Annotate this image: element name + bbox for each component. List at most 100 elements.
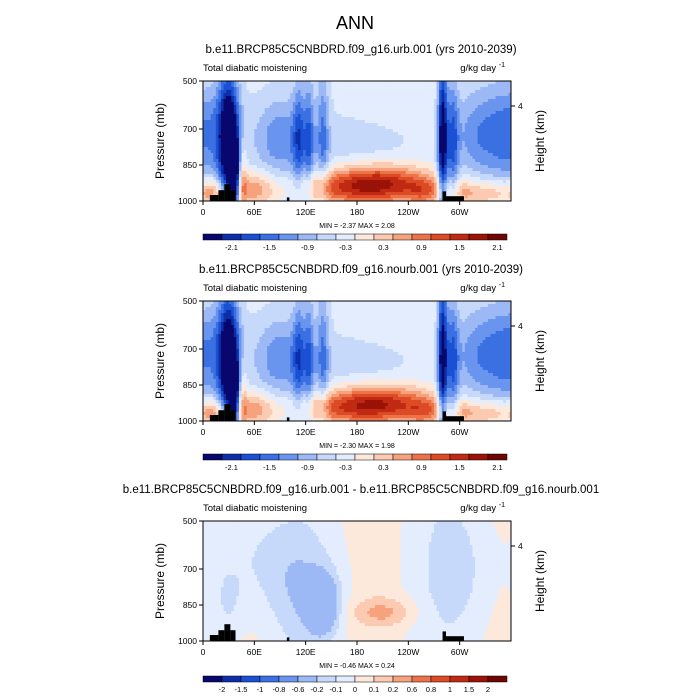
heatmap-cell bbox=[444, 162, 448, 166]
heatmap-cell bbox=[372, 108, 376, 112]
heatmap-cell bbox=[205, 334, 209, 338]
heatmap-cell bbox=[490, 159, 494, 163]
heatmap-cell bbox=[280, 183, 283, 187]
heatmap-cell bbox=[313, 147, 317, 151]
heatmap-cell bbox=[236, 156, 240, 160]
heatmap-cell bbox=[503, 180, 507, 184]
heatmap-cell bbox=[439, 123, 443, 127]
heatmap-cell bbox=[228, 87, 232, 91]
heatmap-cell bbox=[290, 192, 294, 196]
heatmap-cell bbox=[318, 162, 322, 166]
heatmap-cell bbox=[318, 126, 322, 130]
heatmap-cell bbox=[203, 382, 206, 386]
heatmap-cell bbox=[449, 93, 453, 97]
heatmap-cell bbox=[295, 174, 299, 178]
heatmap-cell bbox=[426, 165, 430, 169]
heatmap-cell bbox=[292, 198, 296, 202]
heatmap-cell bbox=[339, 189, 342, 193]
heatmap-cell bbox=[382, 171, 386, 175]
heatmap-cell bbox=[208, 340, 212, 344]
heatmap-cell bbox=[223, 147, 227, 151]
heatmap-cell bbox=[203, 117, 206, 121]
heatmap-cell bbox=[469, 189, 473, 193]
heatmap-cell bbox=[339, 108, 342, 112]
heatmap-cell bbox=[418, 165, 422, 169]
heatmap-cell bbox=[354, 105, 358, 109]
heatmap-cell bbox=[374, 195, 378, 199]
heatmap-cell bbox=[208, 304, 212, 308]
heatmap-cell bbox=[382, 165, 386, 169]
heatmap-cell bbox=[480, 174, 484, 178]
heatmap-cell bbox=[418, 117, 422, 121]
heatmap-cell bbox=[254, 195, 258, 199]
heatmap-cell bbox=[213, 186, 217, 190]
heatmap-cell bbox=[495, 93, 499, 97]
heatmap-cell bbox=[208, 156, 212, 160]
heatmap-cell bbox=[439, 165, 443, 169]
heatmap-cell bbox=[500, 108, 504, 112]
heatmap-cell bbox=[382, 132, 386, 136]
heatmap-cell bbox=[408, 165, 412, 169]
heatmap-cell bbox=[477, 174, 481, 178]
heatmap-cell bbox=[380, 132, 384, 136]
heatmap-cell bbox=[308, 108, 312, 112]
heatmap-cell bbox=[339, 117, 342, 121]
heatmap-cell bbox=[392, 180, 396, 184]
heatmap-cell bbox=[208, 418, 212, 422]
heatmap-cell bbox=[238, 129, 242, 133]
heatmap-cell bbox=[392, 90, 396, 94]
heatmap-cell bbox=[295, 162, 299, 166]
heatmap-cell bbox=[333, 156, 337, 160]
heatmap-cell bbox=[246, 105, 250, 109]
heatmap-cell bbox=[498, 84, 502, 88]
heatmap-cell bbox=[341, 129, 345, 133]
heatmap-cell bbox=[395, 162, 399, 166]
heatmap-cell bbox=[500, 132, 504, 136]
heatmap-cell bbox=[500, 120, 504, 124]
heatmap-cell bbox=[498, 168, 502, 172]
heatmap-cell bbox=[333, 129, 337, 133]
heatmap-cell bbox=[328, 144, 332, 148]
heatmap-cell bbox=[469, 135, 473, 139]
heatmap-cell bbox=[264, 189, 268, 193]
heatmap-cell bbox=[485, 174, 489, 178]
heatmap-cell bbox=[444, 174, 448, 178]
heatmap-cell bbox=[208, 195, 212, 199]
heatmap-cell bbox=[423, 189, 427, 193]
heatmap-cell bbox=[475, 165, 479, 169]
heatmap-cell bbox=[223, 114, 227, 118]
heatmap-cell bbox=[495, 126, 499, 130]
heatmap-cell bbox=[208, 150, 212, 154]
heatmap-cell bbox=[238, 108, 242, 112]
heatmap-cell bbox=[339, 159, 342, 163]
heatmap-cell bbox=[449, 186, 453, 190]
heatmap-cell bbox=[344, 120, 348, 124]
heatmap-cell bbox=[308, 93, 312, 97]
heatmap-cell bbox=[205, 316, 209, 320]
colorbar-swatch bbox=[278, 233, 299, 241]
heatmap-cell bbox=[454, 174, 458, 178]
heatmap-cell bbox=[267, 150, 271, 154]
heatmap-cell bbox=[354, 156, 358, 160]
heatmap-cell bbox=[380, 171, 384, 175]
heatmap-cell bbox=[416, 195, 419, 199]
heatmap-cell bbox=[477, 84, 481, 88]
heatmap-cell bbox=[462, 135, 466, 139]
heatmap-cell bbox=[462, 132, 466, 136]
heatmap-cell bbox=[292, 120, 296, 124]
heatmap-cell bbox=[372, 105, 376, 109]
heatmap-cell bbox=[385, 108, 389, 112]
heatmap-cell bbox=[336, 189, 340, 193]
heatmap-cell bbox=[374, 192, 378, 196]
heatmap-cell bbox=[485, 156, 489, 160]
heatmap-cell bbox=[300, 198, 304, 202]
heatmap-cell bbox=[287, 156, 291, 160]
heatmap-cell bbox=[405, 99, 409, 103]
heatmap-cell bbox=[449, 144, 453, 148]
heatmap-cell bbox=[236, 150, 240, 154]
heatmap-cell bbox=[220, 87, 224, 91]
heatmap-cell bbox=[313, 123, 317, 127]
heatmap-cell bbox=[423, 198, 427, 202]
heatmap-cell bbox=[318, 132, 322, 136]
heatmap-cell bbox=[315, 123, 319, 127]
